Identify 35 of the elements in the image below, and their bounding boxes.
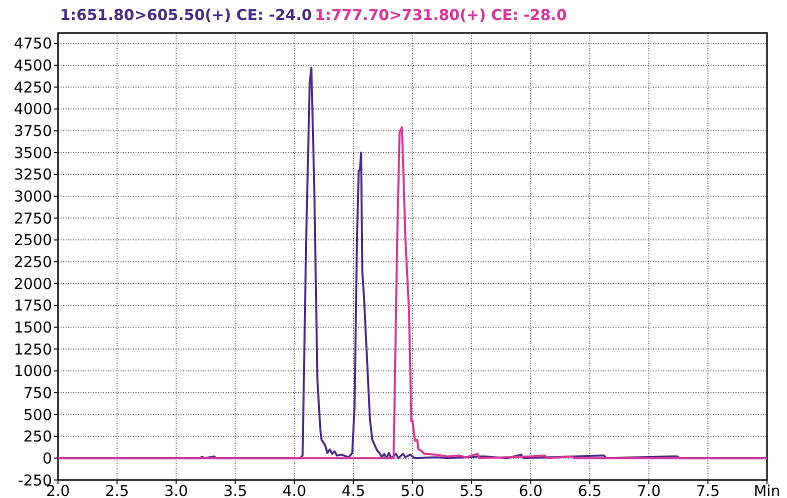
y-tick-label: 1750 (14, 296, 52, 315)
y-tick-label: 500 (23, 406, 52, 424)
line-series (57, 126, 768, 460)
x-tick-label: 7.0 (636, 482, 661, 498)
x-tick-label: 5.0 (400, 482, 424, 498)
x-tick-label: 3.0 (164, 482, 188, 498)
x-tick-label: 4.5 (341, 482, 366, 498)
y-tick-label: 3250 (14, 166, 52, 184)
x-tick-label: 4.0 (282, 482, 306, 498)
y-tick-label: 3750 (14, 122, 52, 140)
y-tick-label: 750 (23, 384, 52, 402)
y-tick-label: 4000 (14, 100, 52, 118)
y-tick-label: 2500 (14, 231, 52, 250)
y-tick-label: 2250 (14, 252, 52, 271)
y-tick-label: 3000 (14, 188, 52, 206)
y-tick-label: 250 (23, 428, 52, 446)
y-tick-label: 2000 (14, 274, 52, 293)
y-tick-label: 4250 (14, 78, 52, 96)
x-tick-label: 7.5 (696, 482, 720, 498)
y-tick-label: 1500 (14, 318, 52, 336)
y-tick-label: 1250 (14, 340, 52, 358)
y-tick-label: 0 (42, 449, 52, 468)
y-tick-label: 2750 (14, 209, 52, 228)
x-tick-label: Min (754, 482, 780, 498)
x-tick-label: 6.5 (578, 482, 602, 498)
y-tick-label: 4750 (14, 34, 52, 53)
y-tick-label: 4500 (14, 56, 52, 75)
x-tick-label: 6.0 (518, 482, 543, 498)
y-tick-label: 3500 (14, 144, 52, 162)
x-tick-label: 2.5 (105, 482, 130, 498)
y-tick-label: 1000 (14, 362, 52, 380)
text: 1:777.70>731.80(+) CE: -28.0 (314, 6, 567, 24)
text: 1:651.80>605.50(+) CE: -24.0 (60, 6, 312, 24)
x-tick-label: 5.5 (460, 482, 484, 498)
x-tick-label: 3.5 (223, 482, 248, 498)
